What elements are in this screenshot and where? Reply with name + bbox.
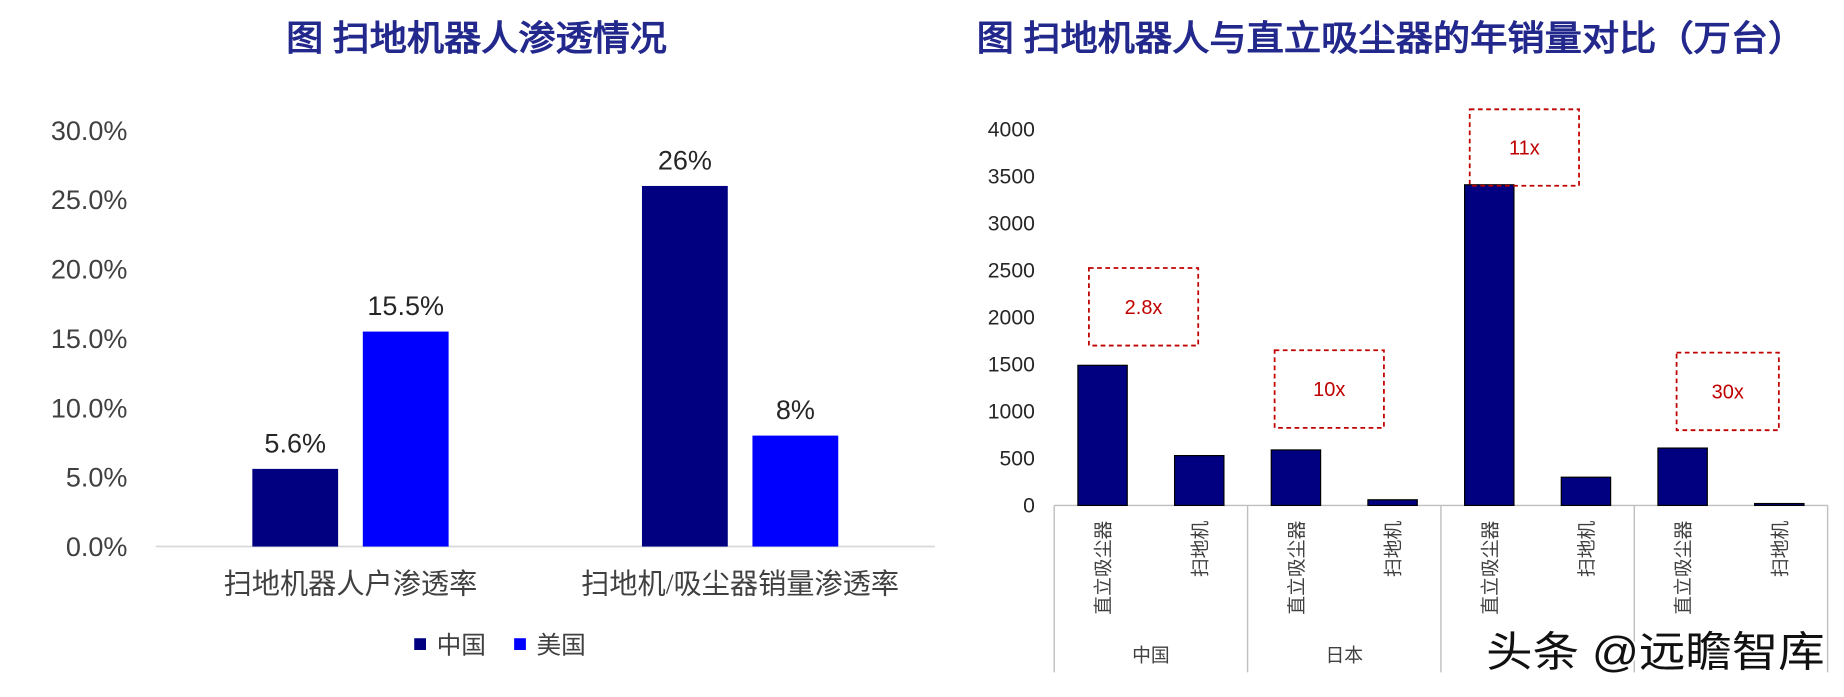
usa-bar-household-penetration — [362, 331, 449, 547]
y-tick-label: 15.0% — [51, 324, 128, 354]
y-tick-label: 25.0% — [51, 185, 128, 215]
ratio-annotation-box-group-4 — [1675, 351, 1780, 432]
x-axis-group-labels: 中国 日本 — [1132, 645, 1363, 667]
category-label-sales-penetration: 扫地机/吸尘器销量渗透率 — [581, 569, 899, 601]
subcategory-label-robot-vacuum: 扫地机 — [1576, 521, 1598, 578]
sales-comparison-chart: 图 扫地机器人与直立吸尘器的年销量对比（万台） 0 500 1000 1500 2000… — [977, 20, 1829, 673]
x-axis-subcategory-labels: 直立吸尘器 扫地机 直立吸尘器 扫地机 直立吸尘器 扫地机 直立吸尘器 扫地机 — [1093, 521, 1792, 615]
y-tick-label: 1500 — [988, 353, 1035, 376]
x-axis-category-labels: 扫地机器人户渗透率 扫地机/吸尘器销量渗透率 — [224, 569, 899, 601]
usa-data-label-sales-penetration: 8% — [776, 395, 815, 425]
y-tick-label: 0 — [1023, 494, 1035, 517]
japan-upright-vacuum-bar — [1270, 449, 1322, 507]
subcategory-label-upright-vacuum: 直立吸尘器 — [1479, 521, 1501, 615]
ratio-annotation-label-group-4: 30x — [1712, 381, 1744, 403]
y-tick-label: 30.0% — [51, 116, 128, 146]
y-tick-label: 2000 — [988, 306, 1035, 329]
subcategory-label-upright-vacuum: 直立吸尘器 — [1286, 521, 1308, 615]
usa-bar-sales-penetration — [752, 435, 839, 547]
china-data-label-sales-penetration: 26% — [658, 145, 712, 175]
watermark: 头条 @远瞻智库 — [1486, 628, 1825, 675]
y-axis-tick-labels: 0 500 1000 1500 2000 2500 3000 3500 4000 — [988, 118, 1035, 517]
y-tick-label: 0.0% — [66, 532, 128, 562]
legend: 中国 美国 — [414, 632, 586, 660]
subcategory-label-robot-vacuum: 扫地机 — [1383, 521, 1405, 578]
japan-robot-vacuum-bar — [1367, 499, 1418, 507]
y-tick-label: 1000 — [988, 400, 1035, 423]
y-tick-label: 2500 — [988, 259, 1035, 282]
group-3-robot-vacuum-bar — [1560, 476, 1612, 507]
china-data-label-household-penetration: 5.6% — [264, 428, 326, 458]
group-4-robot-vacuum-bar — [1754, 502, 1805, 507]
bar-series — [252, 185, 839, 547]
usa-data-label-household-penetration: 15.5% — [367, 291, 444, 321]
subcategory-label-upright-vacuum: 直立吸尘器 — [1093, 521, 1115, 615]
china-bar-household-penetration — [252, 468, 339, 547]
y-tick-label: 10.0% — [51, 393, 128, 423]
penetration-chart: 图 扫地机器人渗透情况 0.0% 5.0% 10.0% 15.0% 20.0% 25.0%… — [51, 20, 935, 660]
ratio-annotation-box-japan — [1273, 349, 1385, 429]
china-robot-vacuum-bar — [1173, 454, 1225, 507]
y-tick-label: 500 — [1000, 447, 1035, 470]
group-4-upright-vacuum-bar — [1657, 447, 1708, 507]
ratio-annotation-box-group-3 — [1468, 108, 1580, 187]
subcategory-label-robot-vacuum: 扫地机 — [1769, 521, 1791, 578]
china-bar-sales-penetration — [641, 185, 728, 547]
ratio-annotation-label-group-3: 11x — [1509, 138, 1540, 160]
group-3-upright-vacuum-bar — [1463, 184, 1515, 507]
legend-label-china: 中国 — [437, 632, 486, 660]
penetration-chart-title: 图 扫地机器人渗透情况 — [286, 20, 667, 59]
y-tick-label: 3500 — [988, 165, 1035, 188]
y-tick-label: 3000 — [988, 212, 1035, 235]
ratio-annotation-label-japan: 10x — [1313, 379, 1345, 401]
y-tick-label: 4000 — [988, 118, 1035, 141]
china-upright-vacuum-bar — [1077, 364, 1128, 507]
category-label-household-penetration: 扫地机器人户渗透率 — [224, 569, 478, 601]
subcategory-label-robot-vacuum: 扫地机 — [1189, 521, 1211, 578]
y-tick-label: 20.0% — [51, 255, 128, 285]
ratio-annotations: 2.8x 10x 11x 30x — [1088, 108, 1780, 432]
legend-swatch-usa — [514, 638, 526, 650]
legend-label-usa: 美国 — [536, 632, 585, 660]
y-axis-tick-labels: 0.0% 5.0% 10.0% 15.0% 20.0% 25.0% 30.0% — [51, 116, 128, 562]
y-tick-label: 5.0% — [66, 463, 128, 493]
bar-series — [1077, 184, 1805, 507]
data-labels: 5.6% 15.5% 26% 8% — [264, 145, 814, 458]
ratio-annotation-label-china: 2.8x — [1125, 297, 1163, 319]
subcategory-label-upright-vacuum: 直立吸尘器 — [1673, 521, 1695, 615]
sales-comparison-chart-title: 图 扫地机器人与直立吸尘器的年销量对比（万台） — [977, 20, 1806, 59]
ratio-annotation-box-china — [1088, 267, 1200, 347]
legend-swatch-china — [414, 638, 426, 650]
group-label-japan: 日本 — [1325, 645, 1363, 667]
group-label-china: 中国 — [1132, 645, 1170, 667]
